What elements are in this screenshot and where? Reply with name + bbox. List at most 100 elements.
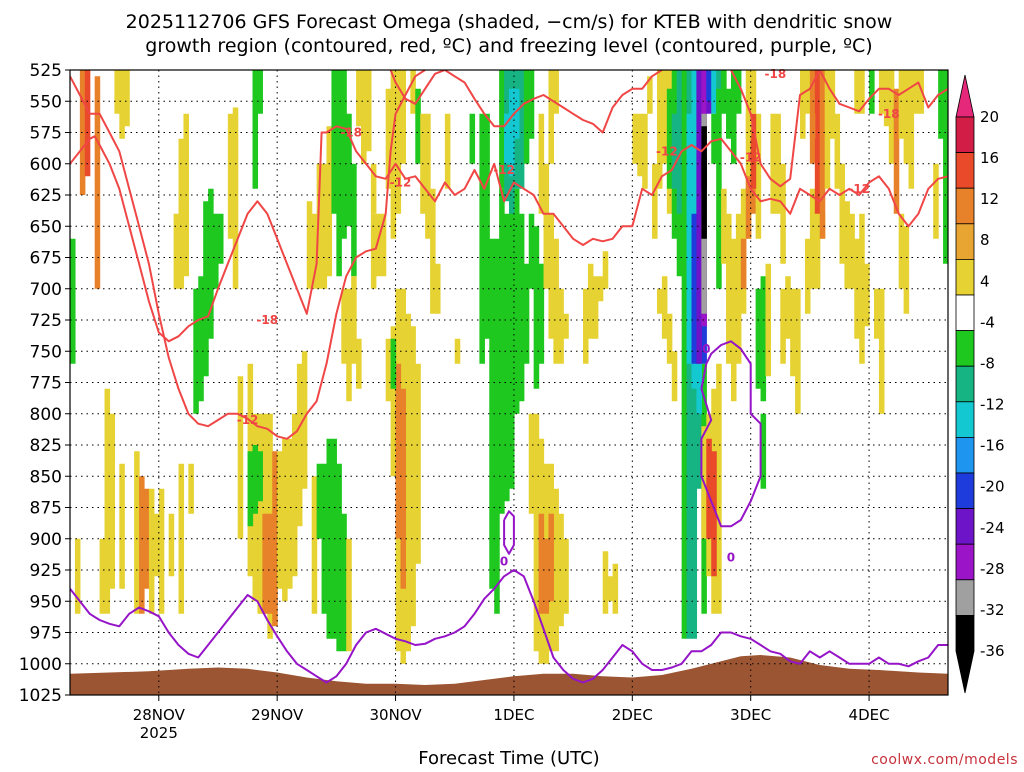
omega-cell (666, 313, 673, 364)
x-tick-label: 1DEC (493, 706, 534, 724)
omega-cell (864, 263, 870, 327)
omega-cell (652, 163, 658, 239)
omega-cell (365, 70, 372, 152)
omega-cell (370, 163, 377, 214)
omega-cell (563, 538, 569, 614)
omega-cell (217, 213, 224, 264)
colorbar-bin (955, 579, 975, 616)
y-tick-label: 800 (30, 405, 62, 425)
omega-cell (188, 463, 194, 514)
omega-cell (119, 463, 125, 589)
omega-cell (637, 113, 643, 177)
omega-cell (824, 70, 831, 189)
y-tick-label: 925 (30, 561, 62, 581)
omega-cell (548, 213, 554, 339)
omega-cell (168, 513, 175, 577)
omega-cell (834, 113, 841, 189)
omega-cell (859, 70, 865, 114)
omega-cell (84, 70, 91, 177)
contour-freezing-loop (700, 340, 762, 528)
omega-cell (494, 238, 500, 614)
omega-cell (558, 513, 564, 627)
omega-cell (193, 288, 199, 414)
omega-cell (711, 70, 717, 114)
colorbar-label: -28 (980, 560, 1005, 578)
omega-cell (775, 113, 781, 214)
contour-freezing-level (70, 569, 948, 684)
colorbar-label: 12 (980, 190, 999, 208)
omega-cell (642, 113, 648, 189)
colorbar-label: -12 (980, 396, 1005, 414)
omega-cell (178, 538, 185, 614)
colorbar-bin (955, 365, 975, 403)
omega-cell (528, 70, 535, 139)
omega-cell (370, 213, 377, 289)
colorbar-bin (955, 330, 975, 367)
omega-cell (696, 70, 702, 364)
omega-cell (326, 126, 333, 277)
y-tick-label: 775 (30, 374, 62, 394)
omega-cell (809, 113, 816, 139)
omega-cell (405, 313, 411, 652)
omega-cell (528, 213, 535, 289)
omega-cell (134, 451, 140, 614)
omega-cell (380, 213, 387, 277)
colorbar-label: 8 (980, 231, 990, 249)
contour-label: -18 (340, 126, 362, 140)
omega-cell (706, 70, 712, 102)
omega-cell (454, 338, 461, 364)
omega-cell (237, 376, 244, 539)
colorbar-bin (955, 223, 975, 260)
colorbar-bin (955, 508, 975, 545)
omega-cell (592, 276, 599, 339)
contour-label: -18 (765, 67, 787, 81)
omega-cell (257, 70, 263, 114)
omega-cell (523, 70, 530, 164)
omega-cell (661, 70, 668, 164)
omega-cell (400, 70, 407, 164)
y-tick-label: 575 (30, 124, 62, 144)
omega-cell (755, 288, 762, 389)
omega-cell (208, 188, 214, 339)
omega-cell (716, 88, 722, 289)
omega-cell (819, 70, 826, 239)
contour-label: 0 (500, 554, 508, 568)
omega-cell (745, 70, 752, 139)
omega-cell (656, 70, 663, 189)
omega-cell (533, 226, 540, 389)
contour-dgz-lower (70, 70, 426, 440)
omega-cell (291, 413, 298, 577)
omega-cell (765, 263, 772, 377)
omega-cell (311, 213, 318, 289)
omega-cell (898, 213, 905, 289)
y-tick-label: 900 (30, 530, 62, 550)
omega-cell (874, 288, 880, 339)
omega-cell (410, 70, 416, 114)
y-tick-label: 675 (30, 249, 62, 269)
omega-cell (173, 213, 180, 289)
omega-cell (361, 70, 367, 164)
omega-cell (647, 76, 653, 114)
omega-cell (385, 338, 392, 402)
omega-cell (730, 70, 737, 164)
contour-label: -18 (256, 313, 278, 327)
omega-cell (94, 76, 101, 289)
omega-cell (859, 213, 865, 364)
omega-cell (499, 188, 505, 514)
omega-cell (267, 513, 273, 614)
omega-cell (671, 113, 678, 189)
omega-cell (533, 413, 540, 652)
omega-cell (79, 70, 86, 195)
omega-cell (489, 238, 495, 589)
terrain-fill (70, 655, 948, 695)
contour-label: -12 (848, 182, 870, 196)
omega-cell (745, 176, 752, 239)
omega-cell (597, 276, 604, 302)
omega-cell (553, 488, 559, 652)
omega-cell (681, 70, 688, 639)
omega-cell (844, 201, 850, 289)
omega-cell (878, 70, 885, 114)
omega-cell (356, 70, 362, 127)
omega-cell (504, 213, 510, 502)
